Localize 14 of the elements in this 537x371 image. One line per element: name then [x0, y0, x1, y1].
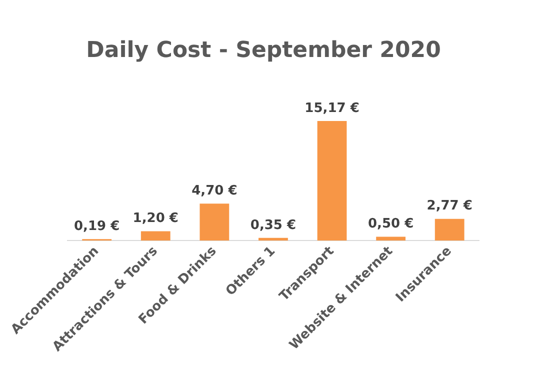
- bar: [140, 231, 170, 241]
- bar: [434, 218, 464, 241]
- data-label: 0,19 €: [74, 219, 120, 234]
- data-label: 0,50 €: [368, 216, 414, 232]
- data-label: 2,77 €: [426, 198, 472, 214]
- bar: [200, 204, 230, 241]
- bar: [376, 236, 406, 241]
- data-label: 1,20 €: [132, 211, 178, 226]
- data-label: 15,17 €: [304, 100, 360, 116]
- data-label: 4,70 €: [192, 183, 238, 198]
- bar: [317, 120, 347, 241]
- bar: [258, 238, 288, 241]
- chart-title: Daily Cost - September 2020: [86, 38, 441, 63]
- data-label: 0,35 €: [250, 218, 296, 233]
